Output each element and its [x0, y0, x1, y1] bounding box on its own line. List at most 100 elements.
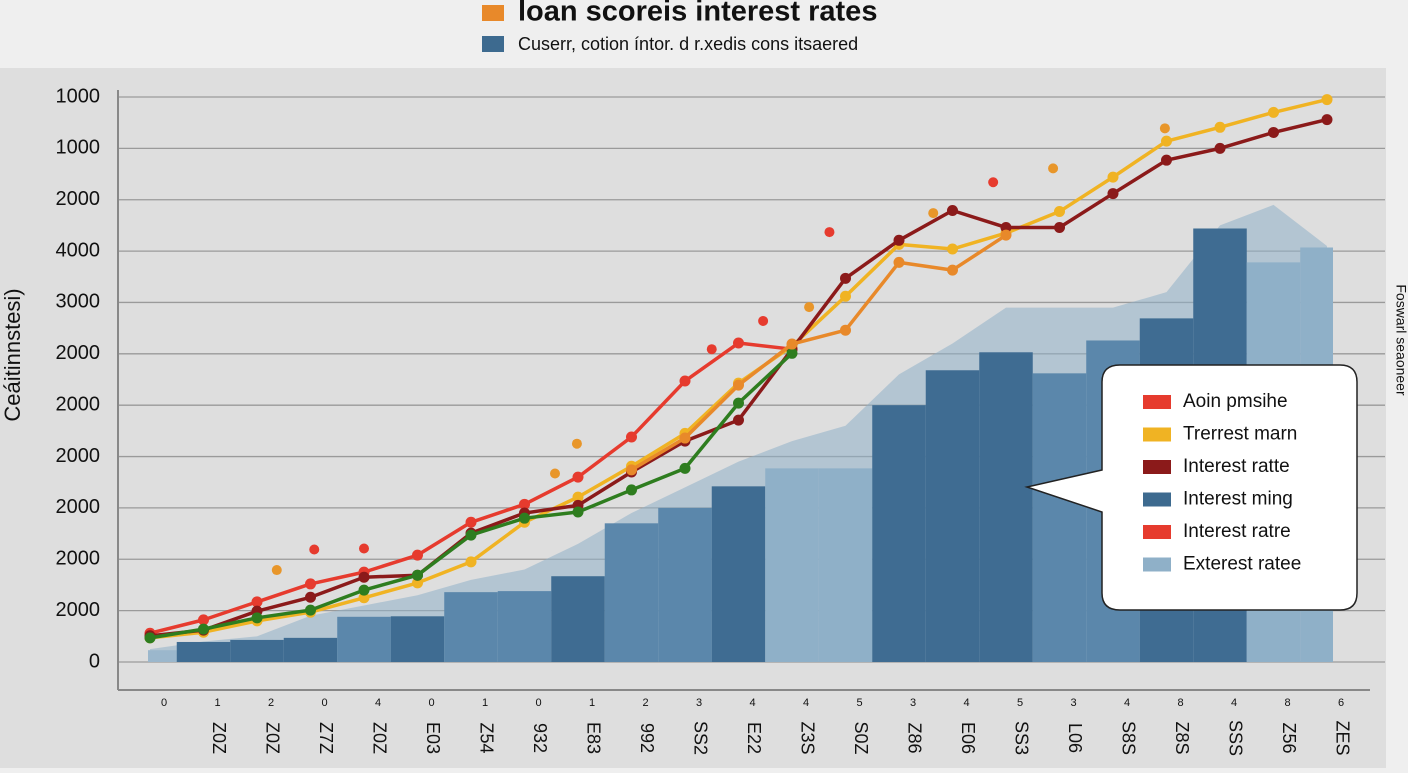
x-tick-label: 8	[1177, 697, 1183, 709]
x-category-label: L06	[1065, 723, 1085, 753]
scatter-point	[758, 315, 769, 326]
line-point	[412, 569, 423, 581]
x-tick-label: 0	[428, 697, 434, 709]
line-point	[733, 414, 744, 426]
line-point	[679, 432, 691, 444]
chart-title: loan scoreis interest rates	[518, 0, 877, 28]
x-tick-label: 0	[161, 697, 167, 709]
bar	[818, 468, 873, 662]
x-tick-label: 0	[321, 697, 327, 709]
x-category-label: Z54	[476, 722, 496, 753]
x-category-label: Z56	[1279, 722, 1299, 753]
line-point	[626, 484, 637, 496]
line-point	[305, 604, 316, 616]
bar	[148, 650, 177, 662]
line-point	[1054, 206, 1065, 218]
x-category-label: E06	[958, 722, 978, 754]
bar	[765, 468, 819, 662]
line-point	[358, 592, 370, 604]
x-tick-label: 4	[375, 697, 381, 709]
x-tick-label: 2	[268, 697, 274, 709]
bar	[390, 616, 445, 662]
line-point	[465, 516, 477, 528]
y-tick-label: 2000	[56, 496, 101, 518]
y-tick-label: 4000	[56, 239, 101, 261]
scatter-point	[804, 302, 815, 313]
subtitle-swatch	[482, 36, 504, 52]
bar	[497, 591, 552, 662]
x-tick-label: 4	[1231, 697, 1237, 709]
y-tick-label: 3000	[56, 291, 101, 313]
y-tick-label: 0	[89, 650, 100, 672]
x-category-label: SSS	[1225, 720, 1245, 756]
x-tick-label: 3	[910, 697, 916, 709]
x-category-label: 992	[637, 723, 657, 753]
y-tick-label: 2000	[56, 445, 101, 467]
line-point	[358, 584, 370, 596]
bar	[337, 616, 391, 662]
legend-label: Interest ming	[1183, 489, 1293, 510]
line-point	[947, 264, 958, 276]
x-tick-label: 0	[535, 697, 541, 709]
scatter-point	[571, 438, 582, 449]
x-tick-label: 4	[749, 697, 755, 709]
line-point	[144, 632, 156, 644]
line-point	[947, 243, 958, 255]
line-point	[1000, 221, 1012, 233]
x-category-label: Z3S	[797, 721, 817, 754]
y-tick-label: 2000	[56, 342, 101, 364]
x-category-label: S8S	[1118, 721, 1138, 755]
legend-label: Interest ratte	[1183, 456, 1290, 477]
line-point	[1107, 188, 1119, 200]
line-point	[412, 577, 423, 589]
line-point	[519, 498, 530, 510]
x-category-label: Z0Z	[209, 722, 229, 754]
line-point	[626, 431, 637, 443]
bar	[604, 523, 659, 662]
scatter-point	[1048, 163, 1059, 174]
scatter-point	[824, 227, 835, 238]
chart-subtitle: Cuserr, cotion íntor. d r.xedis cons its…	[518, 34, 858, 54]
x-tick-label: 8	[1284, 697, 1290, 709]
x-tick-label: 1	[482, 697, 488, 709]
line-point	[733, 397, 744, 409]
line-point	[840, 324, 851, 336]
legend-label: Aoin pmsihe	[1183, 391, 1288, 412]
bar	[230, 639, 284, 662]
scatter-point	[928, 208, 939, 219]
line-point	[840, 272, 851, 284]
line-point	[572, 491, 584, 503]
line-point	[1054, 221, 1065, 233]
bar	[1032, 373, 1087, 662]
line-point	[1321, 114, 1333, 126]
legend: Aoin pmsihe Trerrest marn Interest ratte In…	[1143, 391, 1301, 575]
line-point	[840, 290, 851, 302]
x-category-label: E03	[423, 722, 443, 754]
x-category-label: ZES	[1332, 720, 1352, 755]
legend-swatch	[1143, 525, 1171, 539]
line	[630, 233, 1007, 472]
line-point	[305, 591, 316, 603]
x-category-label: Z0Z	[262, 722, 282, 754]
y-tick-label: 2000	[56, 599, 101, 621]
x-category-label: SS2	[690, 721, 710, 755]
line-point	[947, 205, 958, 217]
bar	[444, 592, 498, 662]
x-tick-label: 5	[856, 697, 862, 709]
title-swatch	[482, 5, 504, 21]
x-tick-label: 6	[1338, 697, 1344, 709]
line-point	[1268, 106, 1279, 118]
x-tick-label: 4	[803, 697, 809, 709]
line-point	[465, 556, 477, 568]
x-tick-label: 1	[214, 697, 220, 709]
x-category-label: Z7Z	[316, 722, 336, 754]
line-point	[733, 379, 744, 391]
legend-swatch	[1143, 395, 1171, 409]
x-tick-label: 4	[963, 697, 969, 709]
y-tick-label: 1000	[56, 85, 101, 107]
line-point	[572, 506, 584, 518]
x-tick-label: 2	[642, 697, 648, 709]
legend-swatch	[1143, 557, 1171, 572]
line-point	[1321, 94, 1333, 106]
